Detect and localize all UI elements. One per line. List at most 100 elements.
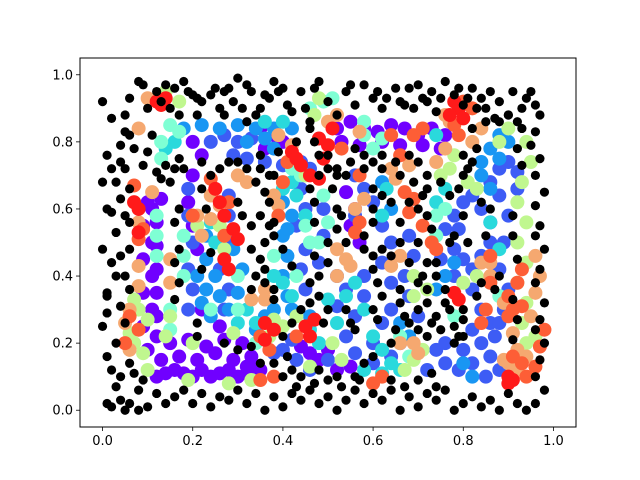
data-point: [535, 264, 545, 274]
data-point: [120, 164, 130, 174]
data-point: [131, 258, 146, 273]
data-point: [350, 385, 360, 395]
data-point: [251, 388, 261, 399]
data-point: [314, 291, 324, 301]
data-point: [269, 231, 279, 241]
data-point: [161, 80, 171, 90]
data-point: [503, 110, 513, 120]
data-point: [438, 336, 453, 351]
data-point: [413, 237, 423, 248]
data-point: [442, 108, 457, 123]
data-point: [143, 147, 153, 157]
data-point: [309, 378, 320, 388]
data-point: [404, 392, 414, 402]
data-point: [309, 251, 320, 261]
data-point: [359, 358, 369, 368]
data-point: [422, 170, 432, 181]
data-point: [447, 255, 462, 270]
data-point: [282, 351, 293, 362]
data-point: [332, 372, 342, 382]
data-point: [212, 121, 227, 136]
data-point: [402, 228, 417, 243]
y-tick-label: 0.0: [52, 404, 73, 419]
data-point: [174, 154, 184, 164]
data-point: [440, 385, 450, 395]
data-point: [280, 222, 295, 237]
data-point: [467, 392, 477, 402]
data-point: [314, 150, 324, 160]
data-point: [219, 338, 229, 348]
data-point: [530, 127, 541, 137]
data-point: [287, 261, 297, 271]
data-point: [334, 141, 349, 156]
data-point: [282, 100, 293, 110]
data-point: [440, 284, 450, 295]
data-point: [352, 124, 367, 139]
data-point: [287, 388, 297, 399]
data-point: [97, 177, 108, 187]
data-point: [350, 100, 360, 110]
data-point: [300, 103, 311, 113]
data-point: [404, 83, 414, 93]
data-point: [269, 294, 279, 305]
data-point: [400, 382, 410, 392]
data-point: [458, 315, 468, 325]
y-tick: 0.6: [52, 202, 80, 217]
data-point: [149, 238, 164, 253]
data-point: [336, 211, 347, 221]
data-point: [203, 302, 218, 317]
data-point: [298, 208, 313, 223]
data-point: [102, 308, 112, 318]
data-point: [307, 312, 322, 327]
data-point: [393, 248, 408, 263]
data-point: [384, 128, 399, 143]
data-point: [494, 97, 504, 107]
data-point: [172, 124, 187, 139]
data-point: [289, 329, 304, 344]
data-point: [97, 321, 108, 331]
data-point: [140, 312, 155, 327]
data-point: [334, 352, 349, 367]
data-point: [269, 76, 279, 87]
data-point: [199, 282, 214, 297]
data-point: [359, 150, 369, 160]
data-point: [456, 356, 471, 371]
data-point: [190, 352, 205, 367]
data-point: [539, 298, 550, 308]
data-point: [120, 271, 130, 281]
data-point: [485, 395, 495, 405]
data-point: [120, 110, 130, 120]
data-point: [172, 349, 187, 364]
data-point: [321, 292, 335, 307]
data-point: [323, 304, 333, 315]
data-point: [395, 284, 405, 295]
data-point: [332, 405, 342, 415]
data-point: [102, 351, 112, 362]
data-point: [366, 141, 381, 156]
data-point: [539, 187, 550, 197]
data-point: [323, 375, 333, 385]
data-point: [237, 103, 247, 113]
data-point: [530, 201, 541, 211]
data-point: [490, 284, 500, 295]
data-point: [357, 191, 372, 206]
data-point: [445, 237, 455, 248]
data-point: [508, 231, 518, 241]
point-cluster: [97, 73, 550, 415]
data-point: [422, 284, 432, 295]
data-point: [508, 294, 518, 305]
data-point: [115, 157, 126, 167]
data-point: [125, 93, 135, 103]
data-point: [257, 316, 272, 331]
data-point: [514, 175, 529, 190]
data-point: [449, 321, 459, 331]
data-point: [535, 221, 545, 231]
data-point: [368, 351, 378, 362]
data-point: [332, 224, 342, 234]
data-point: [323, 237, 333, 248]
data-point: [278, 372, 288, 382]
data-point: [131, 322, 146, 337]
y-axis: 0.0 0.2 0.4 0.6 0.8 1.0: [52, 68, 80, 419]
data-point: [474, 154, 489, 169]
data-point: [269, 170, 279, 181]
